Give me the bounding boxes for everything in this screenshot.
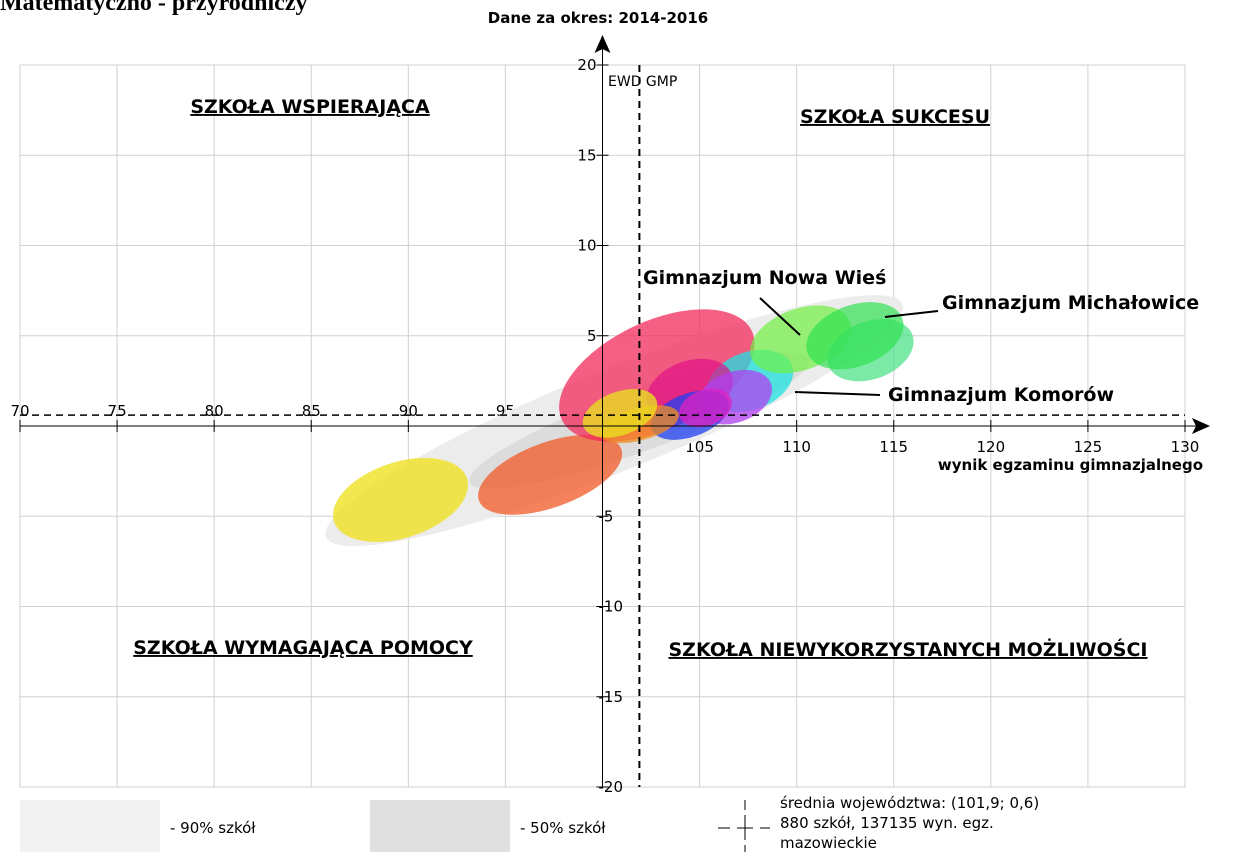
legend-label: mazowieckie (780, 834, 877, 852)
annotation: Gimnazjum Komorów (888, 384, 1114, 406)
school-ellipse (806, 302, 904, 370)
legend-swatch (370, 800, 510, 852)
y-tick-label: 20 (577, 56, 596, 74)
school-ellipse (478, 434, 623, 515)
y-axis-arrow (594, 35, 611, 53)
quadrant-label: SZKOŁA WSPIERAJĄCA (190, 96, 430, 118)
quadrant-label: SZKOŁA SUKCESU (800, 106, 990, 128)
y-tick-label: -15 (599, 688, 624, 706)
annotation: Gimnazjum Michałowice (942, 292, 1199, 314)
x-tick-label: 70 (10, 402, 29, 420)
x-tick-label: 75 (108, 402, 127, 420)
annotation-pointer (794, 391, 881, 396)
y-tick-label: -20 (599, 778, 624, 796)
y-tick-label: 5 (587, 327, 597, 345)
school-ellipse (333, 457, 469, 543)
chart-title: Matematyczno - przyrodniczy (0, 0, 307, 16)
y-tick-label: -5 (599, 507, 614, 525)
x-tick-label: 120 (977, 438, 1006, 456)
y-tick-label: -10 (599, 598, 624, 616)
quadrant-label: SZKOŁA WYMAGAJĄCA POMOCY (133, 637, 473, 659)
legend-label: 880 szkół, 137135 wyn. egz. (780, 814, 994, 832)
annotation-pointer (884, 310, 939, 318)
legend-label: - 50% szkół (520, 819, 606, 837)
legend-swatch (20, 800, 160, 852)
annotation: Gimnazjum Nowa Wieś (643, 267, 886, 289)
x-tick-label: 115 (879, 438, 908, 456)
x-axis-arrow (1192, 418, 1210, 434)
x-tick-label: 85 (302, 402, 321, 420)
y-axis-label: EWD GMP (608, 74, 677, 90)
y-tick-label: 10 (577, 237, 596, 255)
y-tick-label: 15 (577, 146, 596, 164)
legend-label: średnia województwa: (101,9; 0,6) (780, 794, 1039, 812)
x-tick-label: 130 (1171, 438, 1200, 456)
quadrant-label: SZKOŁA NIEWYKORZYSTANYCH MOŻLIWOŚCI (669, 637, 1148, 661)
x-tick-label: 110 (782, 438, 811, 456)
x-tick-label: 90 (399, 402, 418, 420)
x-tick-label: 125 (1074, 438, 1103, 456)
annotation-pointer (759, 297, 801, 336)
legend-label: - 90% szkół (170, 819, 256, 837)
x-tick-label: 105 (685, 438, 714, 456)
x-axis-label: wynik egzaminu gimnazjalnego (938, 456, 1203, 474)
x-tick-label: 80 (205, 402, 224, 420)
subtitle: Dane za okres: 2014-2016 (488, 9, 708, 27)
legend-mean-symbol (718, 800, 770, 852)
school-ellipse (679, 388, 732, 428)
